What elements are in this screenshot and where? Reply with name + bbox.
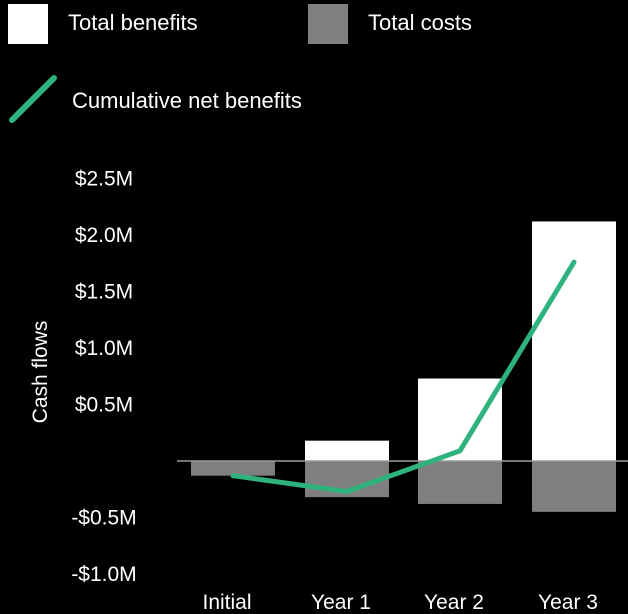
y-tick-label: $0.5M — [75, 394, 133, 417]
cumulative-net-benefits-line — [230, 259, 577, 495]
x-tick-label: Year 3 — [538, 591, 598, 614]
legend-swatch-total-benefits — [8, 4, 48, 44]
y-tick-label: -$1.0M — [71, 563, 136, 586]
legend-line-cumulative-net-benefits — [9, 75, 57, 123]
x-tick-label: Year 2 — [424, 591, 484, 614]
bar-benefits-year-1 — [305, 440, 389, 461]
x-tick-label: Year 1 — [311, 591, 371, 614]
bar-benefits-year-3 — [532, 221, 616, 461]
y-tick-label: $2.0M — [75, 224, 133, 247]
legend-label-total-benefits: Total benefits — [68, 10, 198, 35]
x-tick-label: Initial — [202, 591, 251, 614]
bar-costs-year-3 — [532, 461, 616, 512]
legend-label-total-costs: Total costs — [368, 10, 472, 35]
legend-swatch-total-costs — [308, 4, 348, 44]
y-tick-label: $1.5M — [75, 281, 133, 304]
y-axis-label: Cash flows — [29, 321, 52, 424]
legend-label-cumulative-net-benefits: Cumulative net benefits — [72, 88, 302, 113]
y-tick-label: $1.0M — [75, 337, 133, 360]
y-tick-label: -$0.5M — [71, 507, 136, 530]
bar-costs-initial — [191, 461, 275, 476]
bar-costs-year-2 — [418, 461, 502, 504]
y-tick-label: $2.5M — [75, 168, 133, 191]
